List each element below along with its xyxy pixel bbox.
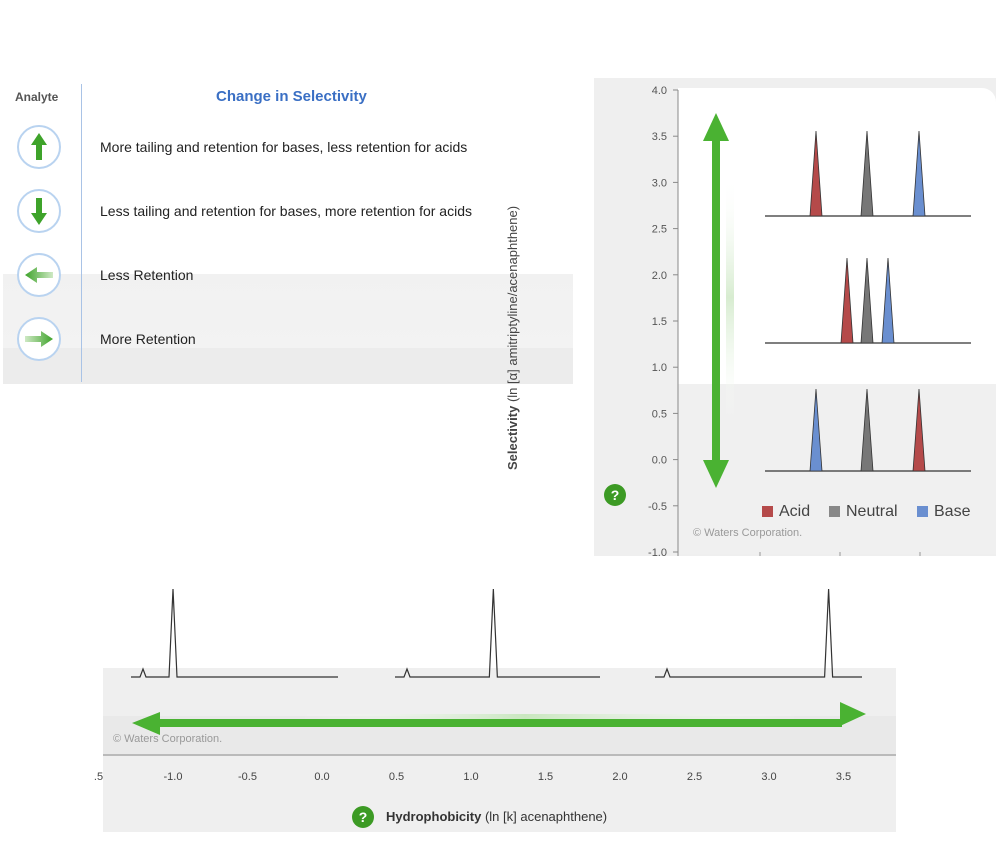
- y-axis-label-rest: (ln [α] amitriptyline/acenaphthene): [505, 205, 520, 403]
- selectivity-copyright: © Waters Corporation.: [693, 527, 803, 539]
- x-axis-label-rest: (ln [k] acenaphthene): [484, 809, 608, 824]
- legend-key-label: Neutral: [846, 503, 898, 520]
- legend-row-label: Less tailing and retention for bases, mo…: [100, 203, 472, 219]
- hydrophobicity-chart-background: [103, 668, 896, 832]
- arrow-left-icon: [17, 253, 61, 297]
- legend-row-label: More Retention: [100, 331, 196, 347]
- selectivity-help-icon[interactable]: ?: [604, 484, 626, 506]
- legend-key-base: Base: [917, 503, 970, 521]
- analyte-legend-table: Analyte Change in Selectivity More taili…: [3, 78, 573, 384]
- legend-key-acid: Acid: [762, 503, 810, 521]
- legend-row-up: More tailing and retention for bases, le…: [3, 125, 573, 175]
- legend-key-neutral: Neutral: [829, 503, 898, 521]
- arrow-up-icon: [17, 125, 61, 169]
- analyte-column-header: Analyte: [15, 90, 59, 104]
- x-tick-label: .5: [94, 771, 103, 783]
- neutral-swatch: [829, 506, 840, 517]
- row-highlight-band-lower: [3, 348, 573, 384]
- y-axis-label-bold: Selectivity: [505, 405, 520, 470]
- change-in-selectivity-header: Change in Selectivity: [216, 88, 367, 105]
- selectivity-chart-panel: [594, 78, 996, 556]
- legend-row-label: Less Retention: [100, 267, 194, 283]
- hydrophobicity-help-icon[interactable]: ?: [352, 806, 374, 828]
- acid-swatch: [762, 506, 773, 517]
- hydrophobicity-chromatogram: [655, 588, 862, 678]
- column-divider: [81, 84, 82, 382]
- hydrophobicity-chromatograms: [131, 588, 862, 678]
- legend-key-label: Base: [934, 503, 971, 520]
- base-swatch: [917, 506, 928, 517]
- arrow-right-icon: [17, 317, 61, 361]
- hydrophobicity-chromatogram: [395, 588, 600, 678]
- legend-row-left: Less Retention: [3, 253, 573, 303]
- hydrophobicity-x-axis-label: Hydrophobicity (ln [k] acenaphthene): [386, 809, 607, 824]
- legend-row-right: More Retention: [3, 317, 573, 367]
- x-axis-label-bold: Hydrophobicity: [386, 809, 482, 824]
- legend-row-label: More tailing and retention for bases, le…: [100, 139, 468, 155]
- arrow-down-icon: [17, 189, 61, 233]
- legend-row-down: Less tailing and retention for bases, mo…: [3, 189, 573, 239]
- hydrophobicity-copyright: © Waters Corporation.: [113, 733, 223, 745]
- legend-key-label: Acid: [779, 503, 811, 520]
- hydrophobicity-chromatogram: [131, 588, 338, 678]
